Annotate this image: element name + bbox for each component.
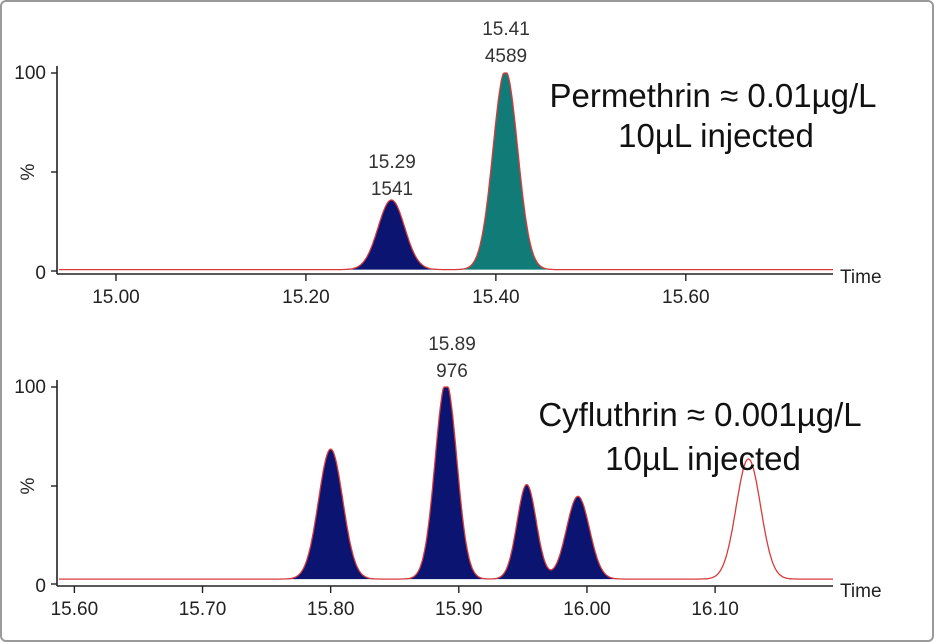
compound-annotation: Permethrin ≈ 0.01µg/L [550, 77, 877, 114]
peak-area-label: 976 [436, 361, 468, 382]
x-tick-label: 15.80 [307, 599, 355, 620]
fills [338, 73, 555, 270]
injection-annotation: 10µL injected [605, 440, 801, 477]
x-ticks: 15.60 15.70 15.80 15.90 16.00 16.10 [51, 586, 739, 620]
x-tick-label: 15.40 [472, 287, 520, 308]
y-tick-label-100: 100 [14, 377, 46, 398]
peak-rt-label: 15.41 [482, 19, 530, 40]
compound-annotation: Cyfluthrin ≈ 0.001µg/L [538, 396, 861, 433]
peak-area-15.41 [456, 73, 555, 270]
fills [285, 387, 639, 580]
y-tick-label-0: 0 [35, 576, 46, 597]
panel-cyfluthrin: 100 0 % Time 15.60 15.70 15.80 15.90 16.00 16… [14, 334, 881, 620]
peak-area-label: 1541 [371, 179, 413, 200]
y-tick-label-0: 0 [35, 263, 46, 284]
integrated-peak-area [285, 387, 639, 580]
peak-rt-label: 15.89 [428, 334, 476, 355]
peak-rt-label: 15.29 [368, 152, 416, 173]
x-tick-label: 16.10 [691, 599, 739, 620]
trace-line [59, 72, 833, 271]
y-axis-label: % [18, 163, 39, 180]
x-tick-label: 15.20 [282, 287, 330, 308]
x-axis-label: Time [840, 581, 882, 602]
x-tick-label: 15.90 [435, 599, 483, 620]
y-axis-label: % [18, 477, 39, 494]
peak-area-15.29 [338, 200, 445, 270]
x-tick-label: 15.60 [51, 599, 99, 620]
x-axis-label: Time [840, 267, 882, 288]
y-tick-label-100: 100 [14, 63, 46, 84]
trace-line [59, 386, 833, 580]
injection-annotation: 10µL injected [618, 117, 814, 154]
panel-permethrin: 100 0 % Time 15.00 15.20 15.40 15.60 15.29 … [14, 19, 881, 308]
peak-area-label: 4589 [485, 46, 527, 67]
x-ticks: 15.00 15.20 15.40 15.60 [92, 274, 710, 308]
x-tick-label: 16.00 [563, 599, 611, 620]
x-tick-label: 15.60 [662, 287, 710, 308]
x-tick-label: 15.70 [179, 599, 227, 620]
x-tick-label: 15.00 [92, 287, 140, 308]
